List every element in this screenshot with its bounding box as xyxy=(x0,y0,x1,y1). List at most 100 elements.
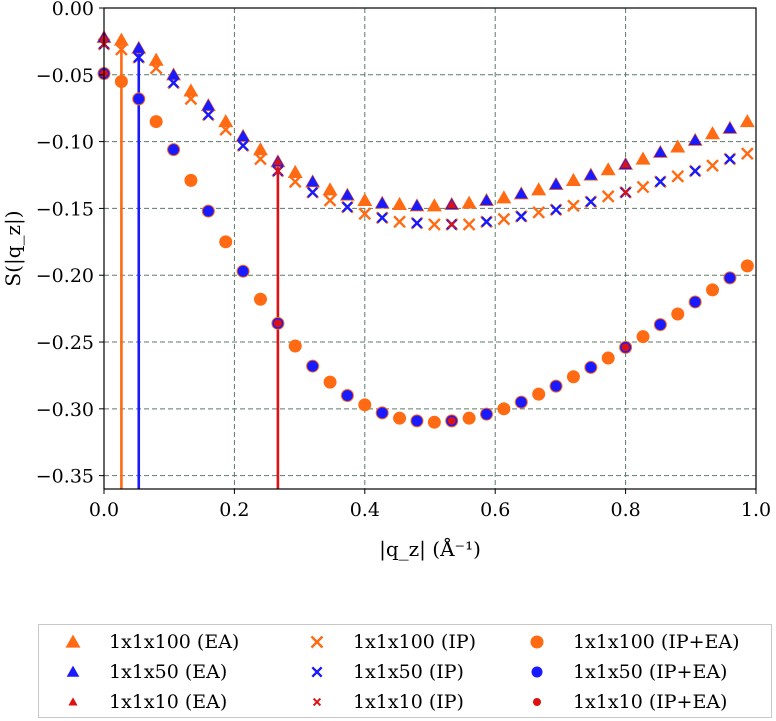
data-point xyxy=(724,153,736,165)
data-point xyxy=(447,199,457,208)
data-point xyxy=(689,296,701,308)
legend-item: 1x1x10 (IP+EA) xyxy=(517,689,727,715)
data-point xyxy=(341,188,354,200)
data-point xyxy=(514,187,528,199)
marker-stroke xyxy=(636,180,650,194)
data-point xyxy=(427,218,441,231)
y-tick-label: −0.05 xyxy=(36,65,94,87)
legend: 1x1x100 (EA) 1x1x50 (EA) 1x1x10 (EA) 1x1x10… xyxy=(38,624,772,718)
data-point xyxy=(723,121,737,133)
y-tick-label: −0.10 xyxy=(36,132,94,154)
y-axis-label: S(|q_z|) xyxy=(1,210,26,286)
marker-stroke xyxy=(515,210,527,222)
marker-stroke xyxy=(621,188,630,197)
data-point xyxy=(273,319,282,328)
y-tick-label: −0.30 xyxy=(36,399,94,421)
plot-frame xyxy=(103,7,757,490)
legend-marker xyxy=(530,635,544,649)
y-tick-label: −0.20 xyxy=(36,265,94,287)
data-point xyxy=(496,190,512,204)
data-point xyxy=(671,169,685,183)
legend-item: 1x1x50 (IP) xyxy=(297,659,464,685)
x-tick-label: 0.0 xyxy=(89,499,119,521)
data-point xyxy=(168,77,180,89)
data-point xyxy=(149,61,163,75)
data-point xyxy=(601,351,615,365)
marker-stroke xyxy=(567,199,580,213)
marker-stroke xyxy=(311,666,323,678)
scatter-chart: 0.0 0.2 0.4 0.6 0.8 1.0 0.00 −0.05 −0.10 −0.15 −0.… xyxy=(1,0,771,562)
data-point xyxy=(273,157,283,166)
y-tick-label: −0.35 xyxy=(36,466,94,488)
legend-marker-shape xyxy=(68,697,78,706)
marker-stroke xyxy=(497,212,511,226)
data-point xyxy=(654,176,666,188)
marker-stroke xyxy=(481,216,493,228)
data-point xyxy=(654,319,666,331)
data-point xyxy=(375,196,389,208)
data-point xyxy=(115,43,128,56)
data-point xyxy=(636,330,650,344)
data-point xyxy=(670,139,686,153)
data-point xyxy=(306,175,319,187)
data-point xyxy=(621,188,630,197)
data-point xyxy=(724,272,736,284)
data-point xyxy=(201,99,215,111)
legend-marker xyxy=(66,665,80,677)
data-point xyxy=(133,51,145,63)
legend-label: 1x1x10 (IP) xyxy=(353,691,464,713)
marker-stroke xyxy=(689,165,701,177)
marker-stroke xyxy=(149,61,163,75)
data-point xyxy=(549,178,563,190)
legend-item: 1x1x10 (EA) xyxy=(53,689,227,715)
data-point xyxy=(481,408,493,420)
legend-marker-shape xyxy=(65,634,81,648)
legend-marker-shape xyxy=(533,698,541,706)
data-point xyxy=(706,283,720,297)
grid-lines xyxy=(104,8,756,489)
data-point xyxy=(532,206,546,219)
data-point xyxy=(273,166,282,176)
legend-marker xyxy=(65,634,81,648)
data-point xyxy=(601,190,615,203)
marker-stroke xyxy=(219,123,233,136)
data-point xyxy=(393,411,407,425)
data-point xyxy=(740,259,754,273)
data-point xyxy=(219,235,233,249)
axis-ticks: 0.0 0.2 0.4 0.6 0.8 1.0 0.00 −0.05 −0.10 −0.15 −0.… xyxy=(36,0,771,521)
marker-stroke xyxy=(724,153,736,165)
data-point xyxy=(168,144,180,156)
data-point xyxy=(393,215,406,229)
marker-stroke xyxy=(254,152,267,166)
data-point xyxy=(254,152,267,166)
data-point xyxy=(114,74,128,88)
data-point xyxy=(322,182,338,196)
data-point xyxy=(462,218,476,231)
marker-stroke xyxy=(462,218,476,231)
marker-stroke xyxy=(585,196,597,208)
marker-stroke xyxy=(654,176,666,188)
data-point xyxy=(621,159,631,168)
marker-stroke xyxy=(358,207,372,221)
data-point xyxy=(515,396,527,408)
legend-label: 1x1x10 (EA) xyxy=(109,691,228,713)
marker-stroke xyxy=(323,194,337,207)
data-point xyxy=(253,292,267,306)
legend-label: 1x1x100 (EA) xyxy=(109,631,240,653)
data-point xyxy=(705,126,720,140)
legend-label: 1x1x10 (IP+EA) xyxy=(573,691,728,713)
legend-item: 1x1x100 (IP+EA) xyxy=(517,629,740,655)
marker-stroke xyxy=(168,77,180,89)
legend-item: 1x1x100 (IP) xyxy=(297,629,476,655)
data-point xyxy=(358,207,372,221)
marker-stroke xyxy=(288,175,302,189)
data-point xyxy=(689,165,701,177)
data-point xyxy=(148,52,164,66)
data-point xyxy=(566,370,580,384)
x-tick-label: 1.0 xyxy=(741,499,771,521)
data-point xyxy=(219,123,233,136)
data-point xyxy=(532,387,546,401)
data-point xyxy=(447,416,456,425)
data-point xyxy=(585,361,597,373)
data-point xyxy=(392,196,408,211)
